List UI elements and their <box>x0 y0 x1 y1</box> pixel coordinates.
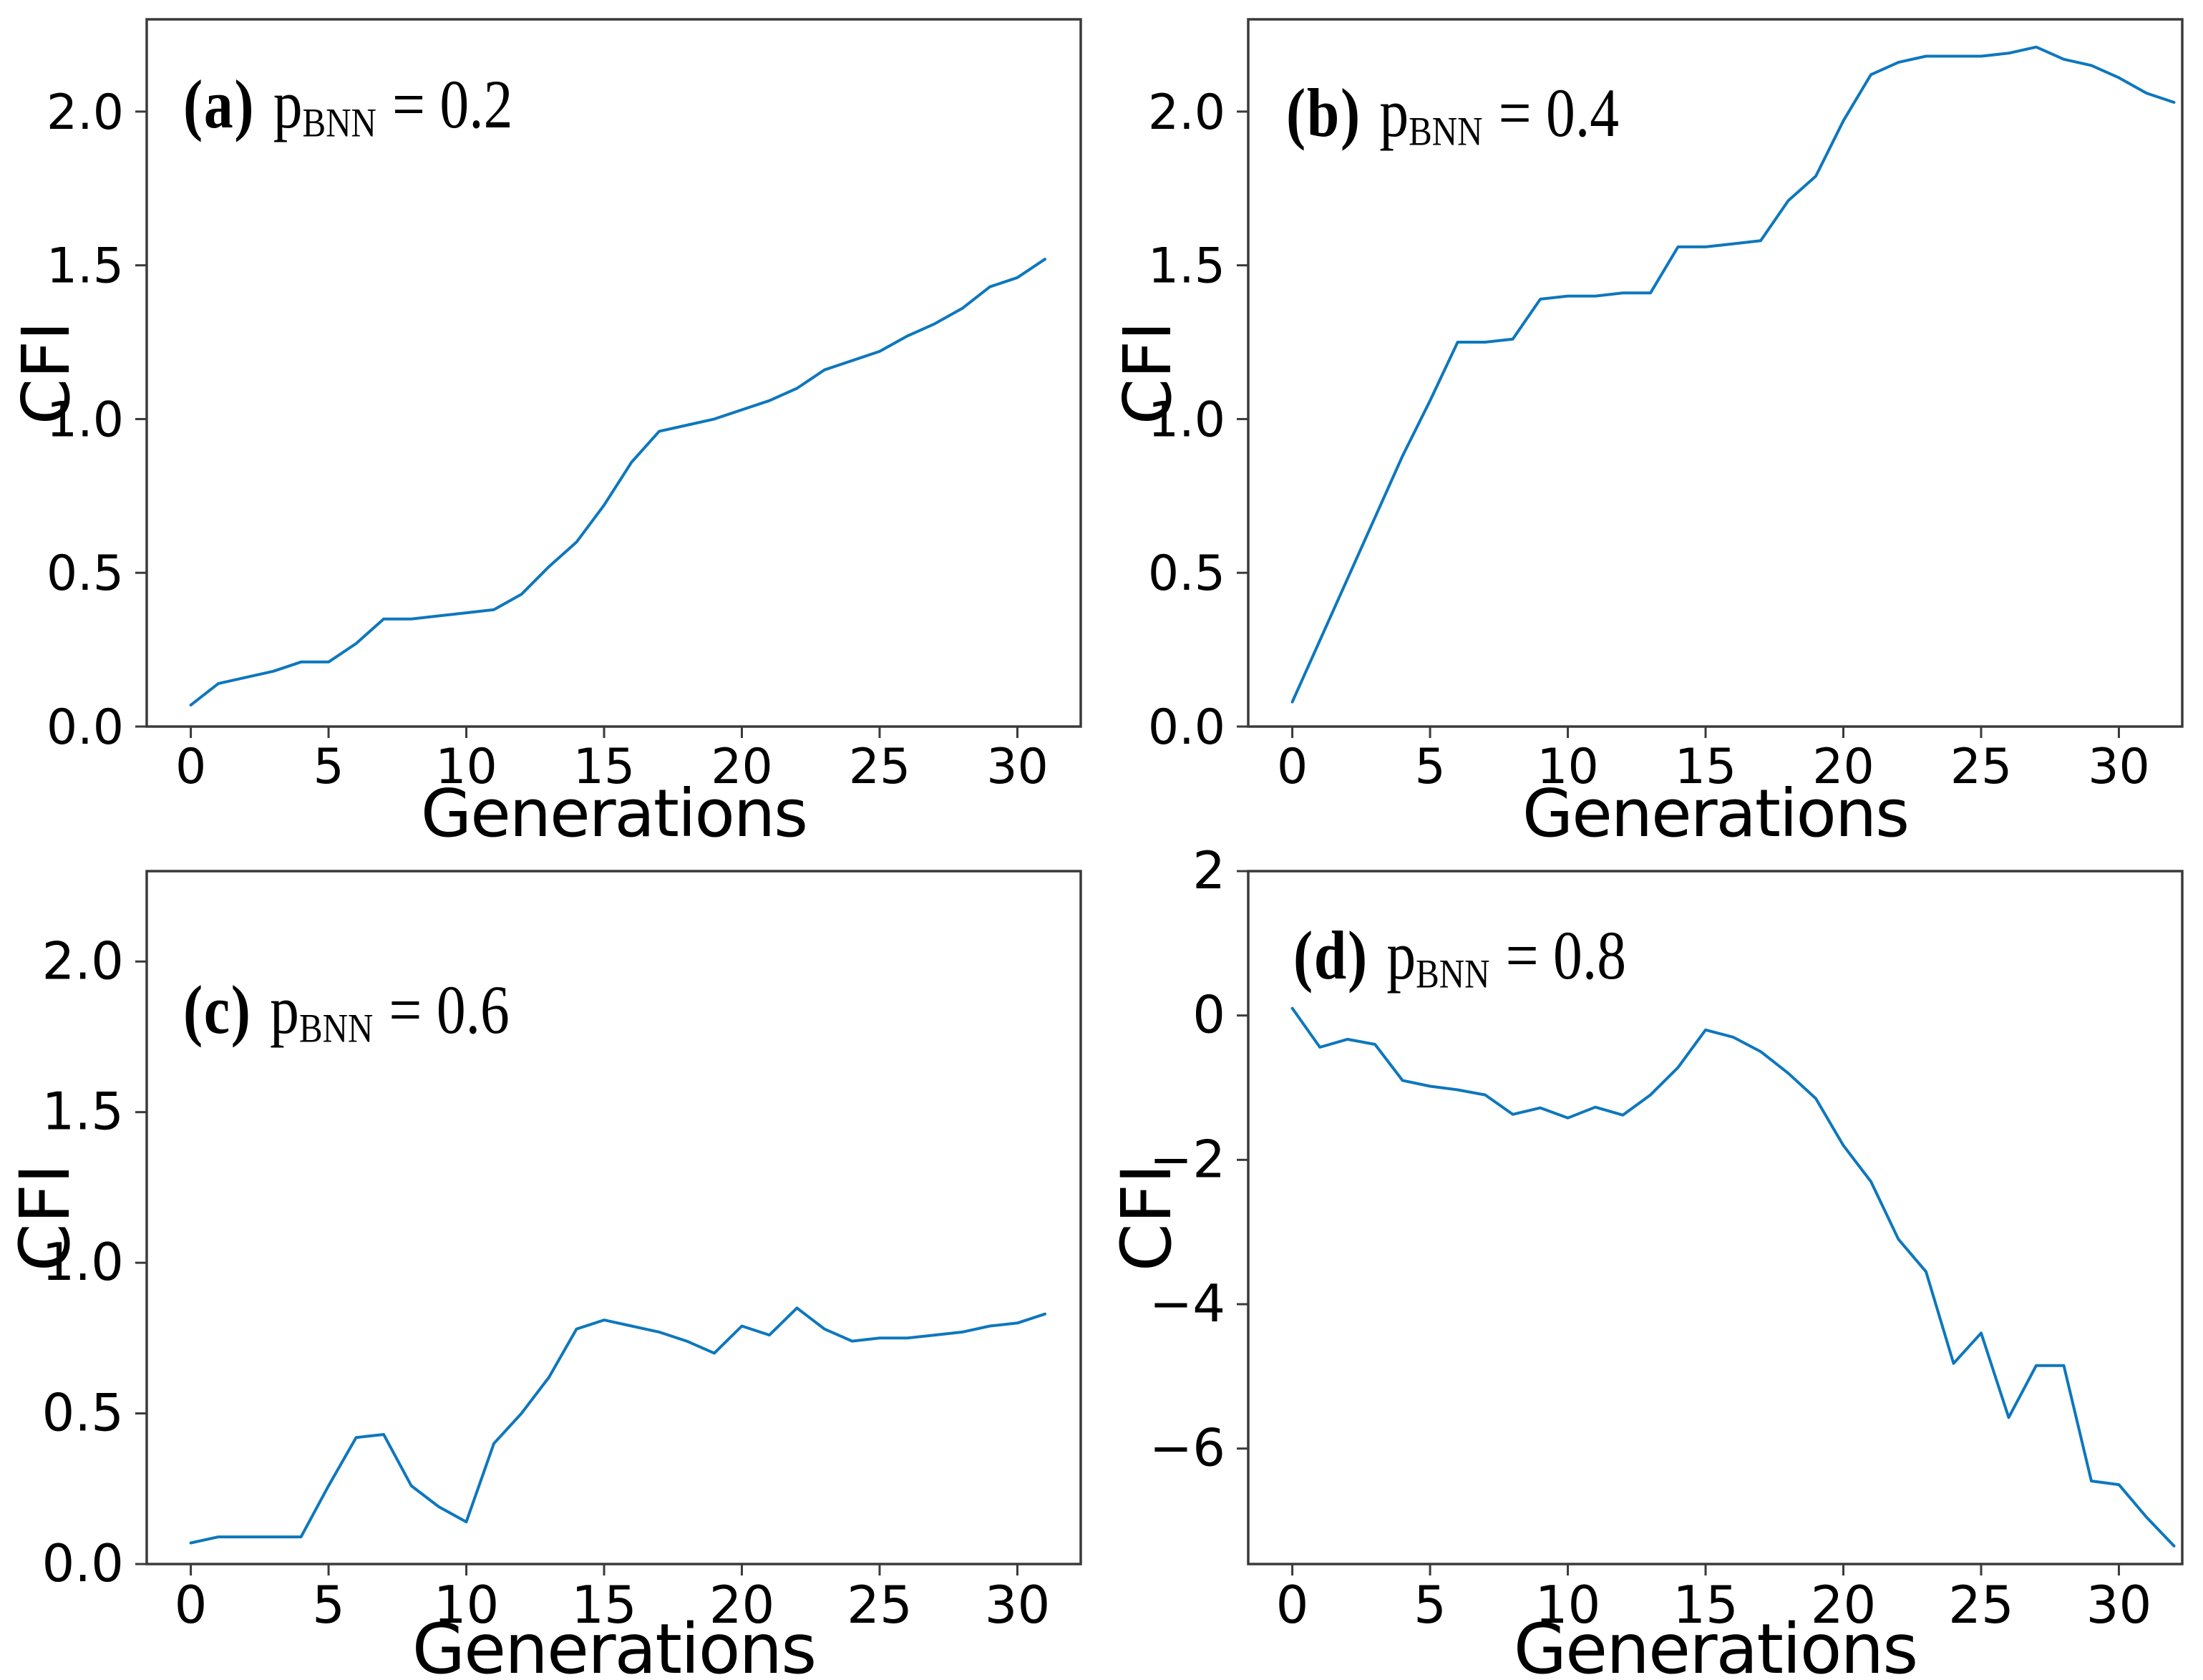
y-tick-label: 1.5 <box>1148 238 1225 295</box>
panel-variable-subscript: BNN <box>1416 951 1490 997</box>
y-tick-label: 1.5 <box>47 238 124 295</box>
panel-value: = 0.6 <box>389 971 510 1048</box>
panel-b-plot: 0 5 10 15 20 25 30 0.0 0.5 1.0 1.5 2.0 Generations CF… <box>1109 18 2184 840</box>
panel-value: = 0.2 <box>392 66 513 142</box>
panel-a-plot: 0 5 10 15 20 25 30 0.0 0.5 1.0 1.5 2.0 Generations CF… <box>8 18 1082 840</box>
x-tick-label: 30 <box>986 739 1049 795</box>
panel-tag: (d) <box>1293 917 1368 994</box>
panel-variable: pBNN <box>270 971 373 1049</box>
x-tick-label: 5 <box>312 1575 345 1635</box>
x-axis-label: Generations <box>1514 1609 1917 1680</box>
panel-value: = 0.8 <box>1505 917 1627 994</box>
panel-c: 0 5 10 15 20 25 30 0.0 0.5 1.0 1.5 2.0 Generations CF… <box>0 840 1102 1680</box>
panel-title: (c) pBNN = 0.6 <box>183 971 510 1049</box>
x-tick-label: 15 <box>1675 739 1737 795</box>
x-tick-label: 30 <box>2088 739 2150 795</box>
y-axis-label: CFI <box>5 1164 85 1272</box>
x-tick-label: 10 <box>434 1575 500 1635</box>
y-tick-label: 1.0 <box>42 1232 124 1292</box>
panel-a: 0 5 10 15 20 25 30 0.0 0.5 1.0 1.5 2.0 Generations CF… <box>0 0 1102 840</box>
panel-variable-symbol: p <box>1379 74 1409 151</box>
x-tick-label: 0 <box>175 1575 208 1635</box>
x-tick-label: 15 <box>1673 1575 1738 1635</box>
panel-variable-subscript: BNN <box>302 100 376 146</box>
panel-variable-subscript: BNN <box>1409 109 1483 155</box>
y-tick-label: 0.5 <box>47 545 124 602</box>
panel-variable: pBNN <box>1379 74 1482 152</box>
y-tick-label: 2.0 <box>1148 84 1225 141</box>
panel-tag: (c) <box>183 971 252 1048</box>
data-line <box>1290 1006 2176 1548</box>
panel-tag: (a) <box>183 66 256 142</box>
x-tick-label: 30 <box>985 1575 1051 1635</box>
x-tick-label: 5 <box>1414 1575 1446 1635</box>
y-axis-label: CFI <box>1109 321 1186 424</box>
y-tick-label: 2 <box>1192 840 1225 900</box>
panel-variable-symbol: p <box>270 971 299 1048</box>
panel-tag: (b) <box>1286 74 1361 151</box>
x-axis-label: Generations <box>412 1609 816 1680</box>
panel-variable: pBNN <box>273 66 376 144</box>
x-tick-label: 0 <box>175 739 206 795</box>
plot-frame <box>1247 18 2184 728</box>
x-tick-label: 20 <box>709 1575 775 1635</box>
data-line <box>189 258 1046 707</box>
x-tick-label: 20 <box>1811 1575 1877 1635</box>
y-tick-label: 0.0 <box>47 699 124 756</box>
data-line <box>189 1306 1046 1545</box>
x-tick-label: 20 <box>711 739 773 795</box>
x-tick-label: 10 <box>1535 1575 1601 1635</box>
y-tick-label: −4 <box>1149 1273 1225 1334</box>
x-tick-label: 15 <box>573 739 636 795</box>
panel-variable: pBNN <box>1386 917 1490 997</box>
y-tick-label: 0.5 <box>1148 545 1225 602</box>
y-axis-label: CFI <box>8 321 84 424</box>
y-tick-label: 0.0 <box>42 1533 124 1593</box>
x-tick-label: 25 <box>1950 739 2013 795</box>
panel-c-plot: 0 5 10 15 20 25 30 0.0 0.5 1.0 1.5 2.0 Generations CF… <box>5 870 1082 1680</box>
panel-value: = 0.4 <box>1498 74 1620 151</box>
x-tick-label: 5 <box>313 739 344 795</box>
y-tick-label: −2 <box>1149 1129 1225 1189</box>
panel-variable-symbol: p <box>1386 917 1416 994</box>
y-axis-label: CFI <box>1107 1164 1187 1272</box>
panel-b: 0 5 10 15 20 25 30 0.0 0.5 1.0 1.5 2.0 Generations CF… <box>1102 0 2203 840</box>
plot-frame <box>145 870 1082 1565</box>
data-line <box>1290 45 2176 704</box>
y-tick-label: 1.0 <box>47 392 124 448</box>
y-tick-label: 2.0 <box>42 931 124 991</box>
x-axis-label: Generations <box>1522 775 1908 840</box>
x-tick-label: 5 <box>1414 739 1445 795</box>
plot-frame <box>1247 870 2184 1565</box>
y-tick-label: 0.0 <box>1148 699 1225 756</box>
y-tick-label: 0 <box>1192 985 1225 1045</box>
x-tick-label: 25 <box>847 1575 913 1635</box>
x-tick-label: 25 <box>849 739 911 795</box>
y-tick-label: 2.0 <box>47 84 124 141</box>
y-tick-label: 1.0 <box>1148 392 1225 448</box>
panel-title: (a) pBNN = 0.2 <box>183 66 513 144</box>
panel-variable-subscript: BNN <box>298 1006 374 1052</box>
x-tick-label: 20 <box>1812 739 1874 795</box>
y-tick-label: −6 <box>1149 1418 1225 1478</box>
x-tick-label: 15 <box>571 1575 637 1635</box>
x-tick-label: 30 <box>2086 1575 2152 1635</box>
panel-variable-symbol: p <box>273 66 303 142</box>
x-tick-label: 25 <box>1948 1575 2014 1635</box>
panel-d: 0 5 10 15 20 25 30 2 0 −2 −4 −6 Generations CFI (d) pB… <box>1102 840 2203 1680</box>
plot-frame <box>145 18 1082 728</box>
x-tick-label: 0 <box>1277 739 1308 795</box>
x-tick-label: 10 <box>1537 739 1599 795</box>
x-tick-label: 0 <box>1276 1575 1309 1635</box>
panel-title: (d) pBNN = 0.8 <box>1293 917 1627 997</box>
x-axis-label: Generations <box>421 775 807 840</box>
y-tick-label: 1.5 <box>42 1082 124 1142</box>
x-tick-label: 10 <box>435 739 497 795</box>
y-tick-label: 0.5 <box>42 1383 124 1443</box>
panel-title: (b) pBNN = 0.4 <box>1286 74 1620 152</box>
